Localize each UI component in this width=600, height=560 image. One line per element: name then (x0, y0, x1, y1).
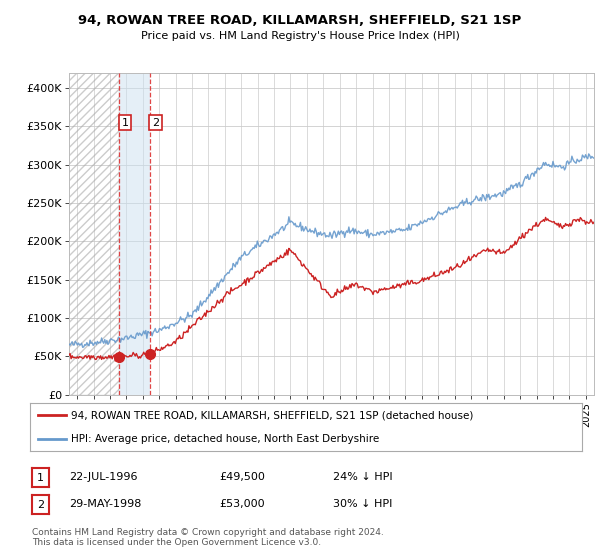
Text: Price paid vs. HM Land Registry's House Price Index (HPI): Price paid vs. HM Land Registry's House … (140, 31, 460, 41)
Text: 24% ↓ HPI: 24% ↓ HPI (333, 472, 392, 482)
Bar (69, 73, 119, 395)
Text: 1: 1 (121, 118, 128, 128)
Text: 2: 2 (37, 500, 44, 510)
Bar (119, 73, 149, 395)
Text: 1: 1 (37, 473, 44, 483)
Text: £53,000: £53,000 (219, 499, 265, 509)
Text: 94, ROWAN TREE ROAD, KILLAMARSH, SHEFFIELD, S21 1SP (detached house): 94, ROWAN TREE ROAD, KILLAMARSH, SHEFFIE… (71, 410, 474, 420)
Text: £49,500: £49,500 (219, 472, 265, 482)
Bar (69, 73, 119, 395)
Text: 2: 2 (152, 118, 159, 128)
Text: 94, ROWAN TREE ROAD, KILLAMARSH, SHEFFIELD, S21 1SP: 94, ROWAN TREE ROAD, KILLAMARSH, SHEFFIE… (79, 14, 521, 27)
Text: 29-MAY-1998: 29-MAY-1998 (69, 499, 142, 509)
Text: Contains HM Land Registry data © Crown copyright and database right 2024.
This d: Contains HM Land Registry data © Crown c… (32, 528, 383, 547)
Text: 22-JUL-1996: 22-JUL-1996 (69, 472, 137, 482)
Text: 30% ↓ HPI: 30% ↓ HPI (333, 499, 392, 509)
Text: HPI: Average price, detached house, North East Derbyshire: HPI: Average price, detached house, Nort… (71, 434, 380, 444)
